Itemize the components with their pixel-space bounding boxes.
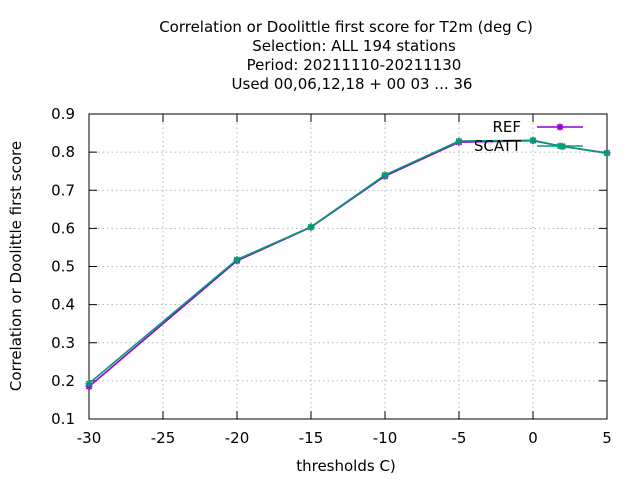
y-tick-labels: 0.1 0.2 0.3 0.4 0.5 0.6 0.7 0.8 0.9 bbox=[51, 105, 75, 428]
x-tick-labels: -30 -25 -20 -15 -10 -5 0 5 bbox=[77, 429, 612, 447]
y-tick-label: 0.3 bbox=[51, 334, 75, 352]
x-tick-label: -10 bbox=[373, 429, 398, 447]
y-tick-label: 0.8 bbox=[51, 143, 75, 161]
x-axis-label: thresholds C) bbox=[296, 457, 396, 475]
chart-title-line-3: Period: 20211110-20211130 bbox=[247, 56, 462, 74]
x-tick-label: 0 bbox=[528, 429, 538, 447]
legend-item-scatt: SCATT bbox=[474, 137, 583, 155]
chart-title-line-2: Selection: ALL 194 stations bbox=[252, 37, 456, 55]
y-tick-label: 0.5 bbox=[51, 258, 75, 276]
legend-item-ref: REF bbox=[492, 118, 583, 136]
data-point bbox=[603, 149, 611, 157]
series-line bbox=[88, 139, 608, 388]
legend-marker bbox=[556, 142, 564, 150]
data-point bbox=[307, 223, 315, 231]
x-tick-label: -30 bbox=[77, 429, 102, 447]
data-point bbox=[455, 137, 463, 145]
chart-title-line-1: Correlation or Doolittle first score for… bbox=[159, 18, 533, 36]
y-tick-label: 0.4 bbox=[51, 296, 75, 314]
series-line bbox=[88, 139, 608, 385]
legend-label: SCATT bbox=[474, 137, 522, 155]
data-point bbox=[233, 256, 241, 264]
chart-title-line-4: Used 00,06,12,18 + 00 03 ... 36 bbox=[232, 75, 473, 93]
grid-lines bbox=[89, 114, 607, 419]
series-ref bbox=[85, 137, 611, 391]
legend-marker bbox=[556, 123, 564, 131]
y-tick-label: 0.6 bbox=[51, 219, 75, 237]
y-axis-label: Correlation or Doolittle first score bbox=[7, 141, 25, 391]
y-tick-label: 0.9 bbox=[51, 105, 75, 123]
data-point bbox=[85, 380, 93, 388]
x-tick-label: -20 bbox=[225, 429, 250, 447]
y-tick-label: 0.2 bbox=[51, 372, 75, 390]
y-tick-label: 0.7 bbox=[51, 181, 75, 199]
data-series bbox=[85, 136, 611, 391]
x-tick-label: 5 bbox=[602, 429, 612, 447]
y-tick-label: 0.1 bbox=[51, 410, 75, 428]
x-tick-label: -25 bbox=[151, 429, 176, 447]
legend-label: REF bbox=[492, 118, 521, 136]
data-point bbox=[529, 136, 537, 144]
series-scatt bbox=[85, 136, 611, 388]
chart-title: Correlation or Doolittle first score for… bbox=[159, 18, 533, 93]
x-tick-label: -5 bbox=[452, 429, 467, 447]
data-point bbox=[381, 171, 389, 179]
x-tick-label: -15 bbox=[299, 429, 324, 447]
